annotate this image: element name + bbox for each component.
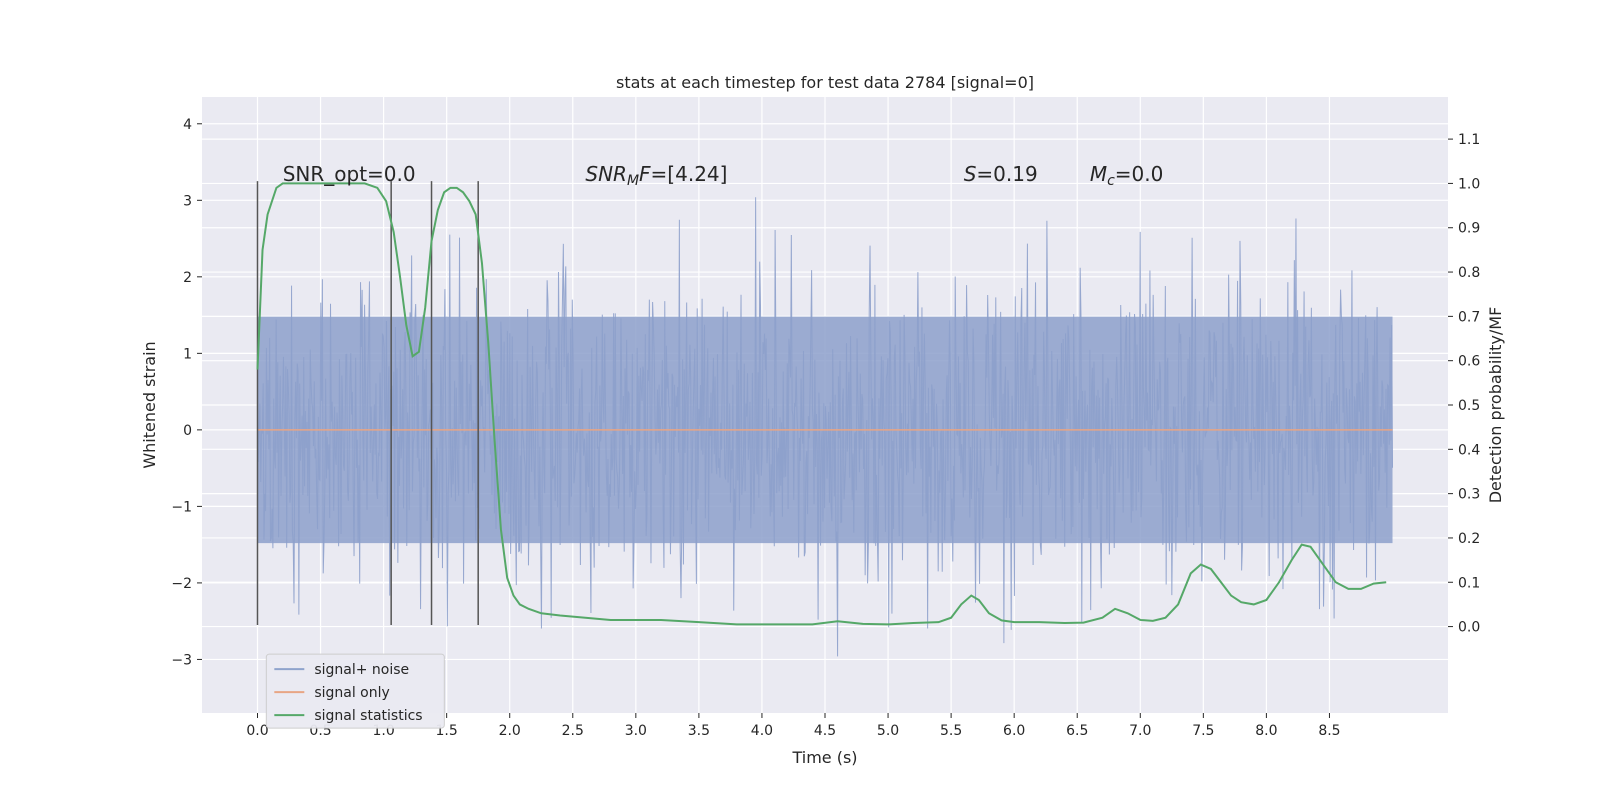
y-right-tick-label: 0.8 (1458, 265, 1480, 281)
vertical-markers (256, 181, 479, 625)
x-tick-label: 8.5 (1318, 723, 1340, 739)
annotation-snr-mf: SNRMF=[4.24] (585, 162, 727, 189)
x-tick-label: 6.0 (1003, 723, 1025, 739)
y-left-axis-ticks: −3 −2 −1 0 1 2 3 4 (171, 117, 202, 668)
x-tick-label: 3.0 (625, 723, 647, 739)
y-right-axis-ticks: 0.0 0.1 0.2 0.3 0.4 0.5 0.6 0.7 0.8 0.9 1.0 1.1 (1448, 132, 1480, 636)
x-tick-label: 5.5 (940, 723, 962, 739)
x-tick-label: 4.5 (814, 723, 836, 739)
y-right-tick-label: 0.6 (1458, 354, 1480, 370)
legend: signal+ noise signal only signal statistic… (265, 653, 445, 729)
y-right-tick-label: 0.4 (1458, 442, 1480, 458)
x-tick-label: 6.5 (1066, 723, 1088, 739)
y-right-tick-label: 0.0 (1458, 620, 1480, 636)
noise-line (256, 197, 1394, 657)
y-right-tick-label: 1.0 (1458, 176, 1480, 192)
legend-box (265, 653, 445, 729)
y-right-tick-label: 0.7 (1458, 309, 1480, 325)
x-tick-label: 5.0 (877, 723, 899, 739)
x-tick-label: 2.5 (562, 723, 584, 739)
signal-statistics-series (256, 182, 1387, 626)
y-right-tick-label: 0.1 (1458, 575, 1480, 591)
x-tick-label: 0.0 (246, 723, 268, 739)
y-left-tick-label: −1 (171, 499, 192, 515)
x-tick-label: 2.0 (499, 723, 521, 739)
x-tick-label: 7.0 (1129, 723, 1151, 739)
x-tick-label: 3.5 (688, 723, 710, 739)
y-right-tick-label: 1.1 (1458, 132, 1480, 148)
y-left-tick-label: −2 (171, 576, 192, 592)
y-left-tick-label: 0 (183, 423, 192, 439)
annotation-mc-value: Mc=0.0 (1090, 162, 1164, 189)
x-tick-label: 7.5 (1192, 723, 1214, 739)
y-right-tick-label: 0.2 (1458, 531, 1480, 547)
legend-entry: signal+ noise (314, 662, 409, 678)
legend-entry: signal only (314, 685, 389, 701)
y-left-axis-label: Whitened strain (140, 341, 159, 468)
annotation-s-value: S=0.19 (964, 162, 1038, 186)
y-left-tick-label: 4 (183, 117, 192, 133)
signal-statistics-line (256, 182, 1387, 626)
y-right-tick-label: 0.9 (1458, 221, 1480, 237)
y-left-tick-label: 3 (183, 193, 192, 209)
y-right-tick-label: 0.3 (1458, 487, 1480, 503)
x-tick-label: 4.0 (751, 723, 773, 739)
y-left-tick-label: −3 (171, 652, 192, 668)
y-right-axis-label: Detection probability/MF (1486, 307, 1505, 504)
annotation-snr-opt: SNR_opt=0.0 (283, 162, 416, 186)
x-axis-label: Time (s) (791, 748, 857, 767)
x-tick-label: 8.0 (1255, 723, 1277, 739)
y-left-tick-label: 1 (183, 346, 192, 362)
annotations: SNR_opt=0.0 SNRMF=[4.24] S=0.19 Mc=0.0 (283, 162, 1164, 189)
y-left-tick-label: 2 (183, 270, 192, 286)
legend-entry: signal statistics (314, 708, 422, 724)
chart-title: stats at each timestep for test data 278… (616, 73, 1034, 92)
y-right-tick-label: 0.5 (1458, 398, 1480, 414)
